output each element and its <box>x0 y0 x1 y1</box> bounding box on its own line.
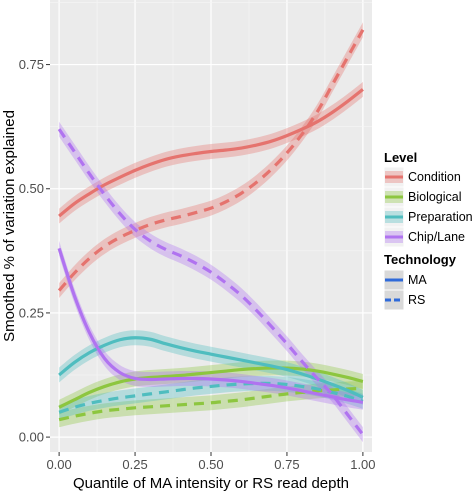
line-condition-ma <box>58 88 364 218</box>
y-tick-label: 0.75 <box>19 57 44 72</box>
line-condition-rs <box>57 29 365 292</box>
y-axis-title: Smoothed % of variation explained <box>1 110 18 342</box>
legend-label-technology: MA <box>408 273 427 287</box>
line-biological-ma <box>58 366 364 409</box>
legend-label-level: Chip/Lane <box>408 230 465 244</box>
x-tick-label: 0.75 <box>274 457 299 472</box>
x-tick-label: 0.50 <box>198 457 223 472</box>
legend: Level Condition Biological Preparation Chip/… <box>383 150 473 311</box>
legend-label-level: Condition <box>408 170 461 184</box>
y-tick-label: 0.25 <box>19 305 44 320</box>
line-chip-lane-rs <box>57 128 365 436</box>
y-tick-label: 0.50 <box>19 181 44 196</box>
legend-label-technology: RS <box>408 293 425 307</box>
x-tick-label: 0.25 <box>122 457 147 472</box>
legend-title-level: Level <box>384 150 417 165</box>
grid <box>50 0 372 452</box>
line-preparation-ma <box>58 336 364 399</box>
legend-label-level: Biological <box>408 190 462 204</box>
x-tick-label: 0.00 <box>46 457 71 472</box>
x-axis-title: Quantile of MA intensity or RS read dept… <box>73 475 349 492</box>
ribbon-biological-ma <box>59 360 363 415</box>
line-biological-rs <box>58 386 363 422</box>
axes: 0.00 0.25 0.50 0.75 1.00 0.00 0.25 0.50 0.75 <box>19 57 376 472</box>
y-tick-label: 0.00 <box>19 430 44 445</box>
series-lines <box>57 29 365 436</box>
line-preparation-rs <box>58 381 364 414</box>
line-chip-lane-ma <box>57 247 364 404</box>
x-tick-label: 1.00 <box>350 457 375 472</box>
legend-label-level: Preparation <box>408 210 473 224</box>
legend-title-technology: Technology <box>384 252 457 267</box>
